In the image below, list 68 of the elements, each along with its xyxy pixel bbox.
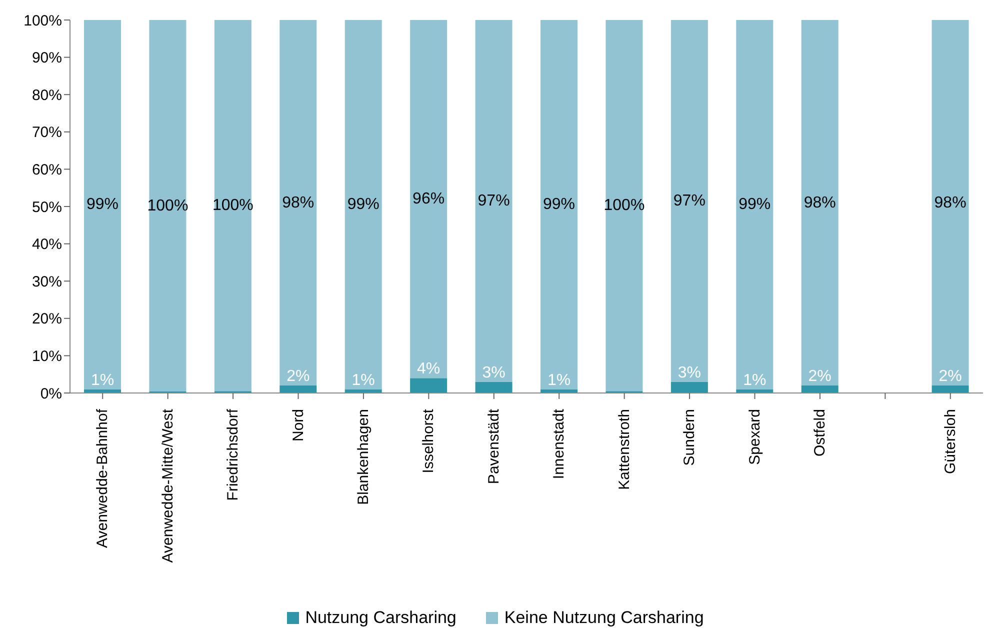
x-tick-label: Spexard xyxy=(746,409,764,465)
data-label: 4% xyxy=(417,360,440,378)
y-tick-label: 0% xyxy=(40,385,62,402)
x-tick-label: Friedrichsdorf xyxy=(224,408,242,501)
data-label: 97% xyxy=(673,192,706,210)
legend-label: Nutzung Carsharing xyxy=(305,608,456,628)
data-label: 99% xyxy=(542,196,576,214)
bar xyxy=(84,20,121,390)
y-tick-label: 10% xyxy=(32,348,62,366)
y-tick-label: 20% xyxy=(32,310,62,328)
data-label: 100% xyxy=(147,197,188,214)
x-tick-label: Pavenstädt xyxy=(485,408,502,484)
data-label: 1% xyxy=(547,372,571,389)
x-tick-label: Avenwedde-Bahnhof xyxy=(94,408,112,548)
x-tick-label: Innenstadt xyxy=(550,408,568,480)
bar xyxy=(932,386,969,393)
data-label: 2% xyxy=(938,368,962,386)
x-tick-label: Gütersloh xyxy=(942,409,959,474)
y-tick-label: 70% xyxy=(32,124,62,142)
data-label: 98% xyxy=(934,194,966,212)
data-label: 100% xyxy=(212,197,254,214)
x-tick-label: Blankenhagen xyxy=(354,409,372,505)
data-label: 96% xyxy=(412,190,445,208)
bar xyxy=(606,20,643,392)
x-tick-label: Isselhorst xyxy=(420,408,438,474)
x-tick-label: Sundern xyxy=(681,409,698,466)
bar xyxy=(475,382,512,393)
y-tick-label: 50% xyxy=(32,198,62,216)
bar xyxy=(736,20,774,390)
bar xyxy=(214,20,252,392)
legend-label: Keine Nutzung Carsharing xyxy=(504,608,704,628)
bar xyxy=(280,20,317,386)
x-tick-label: Avenwedde-Mitte/West xyxy=(159,408,176,563)
data-label: 98% xyxy=(804,194,836,212)
x-tick-label: Kattenstroth xyxy=(616,409,633,490)
data-label: 1% xyxy=(352,372,375,389)
bar xyxy=(280,386,317,393)
bar xyxy=(344,20,382,390)
data-label: 97% xyxy=(478,192,510,210)
bar xyxy=(801,386,838,393)
y-tick-label: 80% xyxy=(32,86,62,104)
data-label: 2% xyxy=(808,368,832,386)
bar xyxy=(475,20,512,382)
data-label: 98% xyxy=(282,194,314,212)
y-tick-label: 40% xyxy=(32,236,62,254)
bar xyxy=(410,378,448,393)
x-tick-label: Nord xyxy=(290,409,307,442)
y-tick-label: 100% xyxy=(24,12,62,30)
bar xyxy=(540,20,578,390)
data-label: 100% xyxy=(604,197,645,214)
data-label: 99% xyxy=(86,196,119,214)
data-label: 1% xyxy=(90,372,114,389)
bar xyxy=(410,20,448,378)
bar xyxy=(670,20,708,382)
y-tick-label: 60% xyxy=(32,162,62,179)
bar xyxy=(670,382,708,393)
x-tick-label: Ostfeld xyxy=(811,409,828,457)
data-label: 1% xyxy=(743,372,766,389)
data-label: 99% xyxy=(738,196,771,214)
data-label: 2% xyxy=(286,368,310,386)
data-label: 3% xyxy=(678,364,701,382)
data-label: 99% xyxy=(347,196,380,214)
y-tick-label: 30% xyxy=(32,273,62,290)
y-tick-label: 90% xyxy=(32,50,62,67)
bar xyxy=(801,20,838,386)
bar xyxy=(149,20,186,392)
bar xyxy=(932,20,969,386)
data-label: 3% xyxy=(482,364,506,382)
